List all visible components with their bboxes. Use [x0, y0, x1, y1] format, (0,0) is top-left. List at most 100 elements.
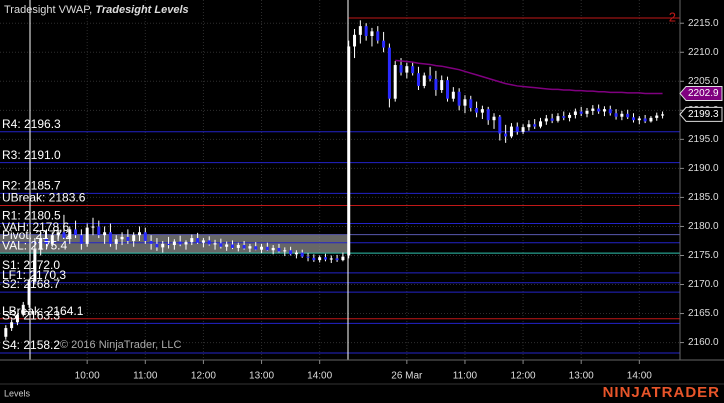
price-marker — [679, 106, 723, 122]
level-label: S4: 2158.2 — [2, 338, 60, 352]
copyright: © 2016 NinjaTrader, LLC — [60, 339, 181, 351]
candle-body — [457, 91, 461, 106]
candle-body — [27, 281, 31, 305]
candle-body — [446, 80, 450, 99]
title-sub: Tradesight Levels — [95, 4, 188, 16]
candle-body — [114, 239, 118, 244]
candle-body — [353, 34, 357, 47]
candle-body — [387, 47, 391, 99]
candle-body — [614, 113, 618, 117]
candle-body — [108, 232, 112, 244]
candle-body — [201, 240, 205, 243]
candle-body — [44, 238, 48, 244]
y-tick-label: 2175.0 — [688, 250, 719, 261]
y-tick-label: 2180.0 — [688, 221, 719, 232]
level-label: S3: 2163.3 — [2, 309, 60, 323]
candle-body — [283, 250, 287, 252]
candle-body — [21, 304, 25, 315]
candle-body — [591, 108, 595, 111]
candle-body — [271, 247, 275, 251]
candle-body — [480, 109, 484, 113]
candle-body — [405, 66, 409, 73]
candle-body — [300, 252, 304, 257]
candle-body — [620, 113, 624, 117]
title: Tradesight VWAP, Tradesight Levels — [4, 4, 189, 16]
level-label: LF1: 2170.3 — [2, 268, 66, 282]
x-tick-label: 11:00 — [133, 371, 158, 382]
candle-body — [521, 127, 525, 132]
candle-body — [97, 226, 101, 236]
candle-body — [91, 226, 95, 228]
y-tick-label: 2205.0 — [688, 76, 719, 87]
level-label: Pivot: 2177.2 — [2, 228, 72, 242]
x-tick-label: 14:00 — [307, 371, 332, 382]
candle-body — [196, 238, 200, 243]
candle-body — [39, 238, 43, 250]
candle-body — [207, 240, 211, 245]
y-tick-label: 2195.0 — [688, 134, 719, 145]
candle-body — [132, 235, 136, 241]
candle-body — [504, 133, 508, 137]
candle-body — [533, 124, 537, 127]
candle-body — [329, 258, 333, 260]
candle-body — [475, 108, 479, 113]
grid — [0, 0, 680, 360]
candle-body — [626, 113, 630, 118]
candle-body — [335, 258, 339, 261]
level-label: 2 — [669, 9, 676, 24]
y-tick-label: 2160.0 — [688, 337, 719, 348]
candle-body — [213, 243, 217, 245]
title-main: Tradesight VWAP, — [4, 4, 92, 16]
candle-body — [277, 247, 281, 252]
x-tick-label: 13:00 — [569, 371, 594, 382]
candle-body — [167, 243, 171, 246]
candle-body — [637, 118, 641, 121]
candle-body — [597, 108, 601, 112]
candle-body — [15, 314, 19, 323]
candle-body — [527, 124, 531, 128]
y-tick-label: 2190.0 — [688, 163, 719, 174]
level-label: VAH: 2178.6 — [2, 220, 69, 234]
candle-body — [161, 243, 165, 248]
candle-body — [85, 227, 89, 244]
candle-body — [219, 243, 223, 247]
candle-body — [306, 256, 310, 258]
x-tick-label: 26 Mar — [391, 371, 423, 382]
candle-body — [312, 257, 316, 261]
candle-body — [62, 232, 66, 239]
candle-body — [509, 126, 513, 137]
y-tick-label: 2170.0 — [688, 279, 719, 290]
candle-body — [498, 116, 502, 134]
candle-body — [190, 238, 194, 243]
candle-body — [341, 256, 345, 261]
candle-body — [68, 229, 72, 239]
candle-body — [399, 65, 403, 73]
candle-body — [539, 121, 543, 127]
candle-body — [33, 249, 37, 282]
candle-body — [463, 99, 467, 106]
price-marker-label: 2199.3 — [688, 109, 719, 120]
level-label: VAL: 2175.4 — [2, 238, 67, 252]
candle-body — [79, 235, 83, 244]
candle-body — [265, 246, 269, 251]
y-tick-label: 2210.0 — [688, 47, 719, 58]
candle-body — [103, 232, 107, 236]
x-tick-label: 12:00 — [191, 371, 216, 382]
candle-body — [632, 117, 636, 121]
candle-body — [56, 232, 60, 236]
level-label: UBreak: 2183.6 — [2, 191, 86, 205]
y-tick-label: 2165.0 — [688, 308, 719, 319]
candle-body — [382, 40, 386, 48]
candle-body — [155, 243, 159, 248]
candle-body — [393, 65, 397, 99]
y-tick-label: 2185.0 — [688, 192, 719, 203]
x-tick-label: 11:00 — [453, 371, 478, 382]
x-tick-label: 12:00 — [511, 371, 536, 382]
brand-logo: NINJATRADER — [603, 384, 720, 401]
candle-body — [515, 126, 519, 132]
candle-body — [248, 246, 252, 249]
candle-body — [50, 235, 54, 244]
indicator — [395, 59, 663, 95]
